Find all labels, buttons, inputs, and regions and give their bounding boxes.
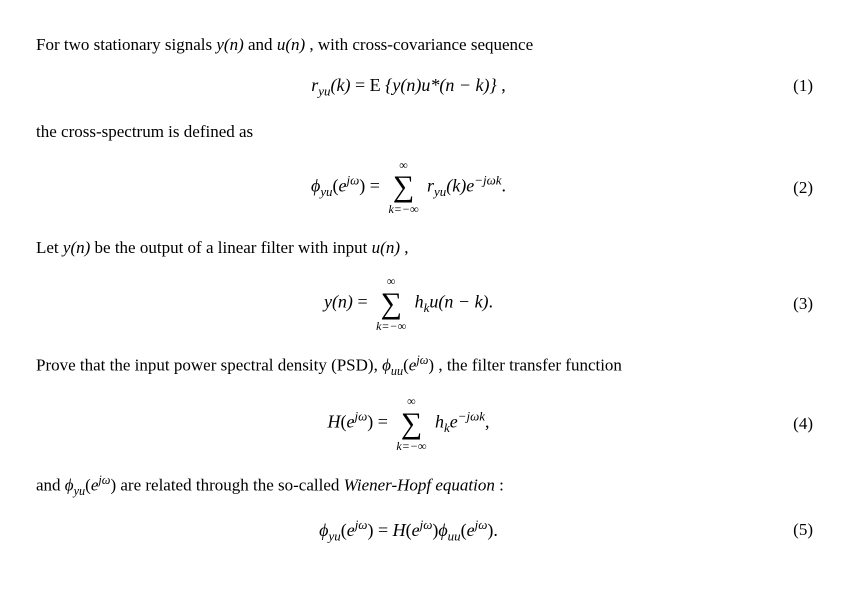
eq4-jw: jω: [355, 409, 368, 424]
p1-text-a: For two stationary signals: [36, 35, 216, 54]
equation-4-row: H(ejω) = ∞ ∑ k=−∞ hke−jωk, (4): [36, 394, 821, 453]
eq5-rp1: ): [367, 520, 373, 540]
eq4-comma: ,: [485, 412, 490, 432]
paragraph-1: For two stationary signals y(n) and u(n)…: [36, 32, 821, 58]
equation-2-number: (2): [773, 175, 813, 201]
sigma-icon: ∑: [380, 289, 401, 319]
eq1-body: {y(n)u*(n − k)}: [385, 75, 497, 95]
p4-text-a: Prove that the input power spectral dens…: [36, 356, 382, 375]
paragraph-5: and ϕyu(ejω) are related through the so-…: [36, 471, 821, 500]
p2-text: the cross-spectrum is defined as: [36, 122, 253, 141]
eq2-period: .: [502, 176, 507, 196]
symbol-u-n: u(n): [277, 35, 305, 54]
eq4-negjwk: −jωk: [458, 409, 485, 424]
eq2-yu-sub2: yu: [434, 184, 446, 199]
eq2-sum: ∞ ∑ k=−∞: [388, 158, 418, 217]
equation-4: H(ejω) = ∞ ∑ k=−∞ hke−jωk,: [44, 394, 773, 453]
eq4-equals: =: [378, 412, 393, 432]
symbol-y-n: y(n): [216, 35, 243, 54]
eq3-sum: ∞ ∑ k=−∞: [376, 274, 406, 333]
sigma-icon: ∑: [401, 409, 422, 439]
equation-5: ϕyu(ejω) = H(ejω)ϕuu(ejω).: [44, 515, 773, 546]
p4-jw: jω: [416, 353, 428, 367]
eq3-yn: y(n): [324, 292, 353, 312]
p3-u-n: u(n): [372, 238, 400, 257]
p4-uu-sub: uu: [391, 364, 403, 378]
p3-text-c: ,: [404, 238, 408, 257]
p4-text-b: , the filter transfer function: [438, 356, 622, 375]
p4-phi: ϕ: [382, 356, 391, 375]
paragraph-4: Prove that the input power spectral dens…: [36, 351, 821, 380]
eq2-negjwk: −jωk: [474, 173, 501, 188]
eq5-H: H: [393, 520, 406, 540]
eq4-e2: e: [450, 412, 458, 432]
p1-text-b: and: [248, 35, 277, 54]
eq1-E: E: [370, 75, 381, 95]
p5-phi: ϕ: [65, 476, 74, 495]
eq2-sum-bot: k=−∞: [388, 202, 418, 216]
eq5-phi2: ϕ: [438, 520, 447, 540]
eq5-e1: e: [347, 520, 355, 540]
eq5-jw1: jω: [355, 517, 368, 532]
eq5-jw3: jω: [475, 517, 488, 532]
equation-1-row: ryu(k) = E {y(n)u*(n − k)} , (1): [36, 72, 821, 101]
p4-rp: ): [428, 356, 434, 375]
eq5-equals: =: [378, 520, 393, 540]
eq5-e3: e: [467, 520, 475, 540]
equation-2-row: ϕyu(ejω) = ∞ ∑ k=−∞ ryu(k)e−jωk. (2): [36, 158, 821, 217]
eq4-e: e: [347, 412, 355, 432]
eq4-h: h: [435, 412, 444, 432]
p5-wh: Wiener-Hopf equation: [344, 476, 495, 495]
eq3-h: h: [415, 292, 424, 312]
equation-1-number: (1): [773, 73, 813, 99]
paragraph-2: the cross-spectrum is defined as: [36, 119, 821, 145]
eq1-comma: ,: [501, 75, 506, 95]
p5-rp: ): [110, 476, 116, 495]
paragraph-3: Let y(n) be the output of a linear filte…: [36, 235, 821, 261]
equation-3-number: (3): [773, 291, 813, 317]
eq2-rp: ): [359, 176, 365, 196]
p5-text-d: :: [499, 476, 504, 495]
equation-3: y(n) = ∞ ∑ k=−∞ hku(n − k).: [44, 274, 773, 333]
sigma-icon: ∑: [393, 172, 414, 202]
eq5-jw2: jω: [420, 517, 433, 532]
p5-text-a: and: [36, 476, 65, 495]
eq3-unmk: u(n − k): [429, 292, 488, 312]
eq4-sum-bot: k=−∞: [396, 439, 426, 453]
p5-jw: jω: [98, 473, 110, 487]
eq3-sum-bot: k=−∞: [376, 319, 406, 333]
equation-5-number: (5): [773, 517, 813, 543]
eq5-e2: e: [412, 520, 420, 540]
eq4-H: H: [328, 412, 341, 432]
eq2-yu-sub: yu: [320, 184, 332, 199]
p3-text-b: be the output of a linear filter with in…: [95, 238, 372, 257]
equation-5-row: ϕyu(ejω) = H(ejω)ϕuu(ejω). (5): [36, 515, 821, 546]
p3-y-n: y(n): [63, 238, 90, 257]
equation-1: ryu(k) = E {y(n)u*(n − k)} ,: [44, 72, 773, 101]
eq1-k: (k): [331, 75, 351, 95]
equation-3-row: y(n) = ∞ ∑ k=−∞ hku(n − k). (3): [36, 274, 821, 333]
eq5-period: .: [493, 520, 498, 540]
eq4-sum: ∞ ∑ k=−∞: [396, 394, 426, 453]
p3-text-a: Let: [36, 238, 63, 257]
equation-4-number: (4): [773, 411, 813, 437]
eq1-equals: =: [355, 75, 370, 95]
eq3-period: .: [489, 292, 494, 312]
eq2-e: e: [339, 176, 347, 196]
eq5-uu-sub: uu: [448, 528, 461, 543]
eq1-yu-sub: yu: [318, 83, 330, 98]
eq2-k: (k): [446, 176, 466, 196]
p5-yu-sub: yu: [74, 484, 86, 498]
p1-text-c: , with cross-covariance sequence: [309, 35, 533, 54]
eq3-equals: =: [357, 292, 372, 312]
eq5-yu-sub: yu: [328, 528, 340, 543]
eq2-phi: ϕ: [311, 176, 320, 196]
eq2-jw: jω: [347, 173, 360, 188]
eq4-rp: ): [367, 412, 373, 432]
p5-text-b: are related through the so-called: [120, 476, 343, 495]
equation-2: ϕyu(ejω) = ∞ ∑ k=−∞ ryu(k)e−jωk.: [44, 158, 773, 217]
eq2-r: r: [427, 176, 434, 196]
eq2-equals: =: [370, 176, 385, 196]
